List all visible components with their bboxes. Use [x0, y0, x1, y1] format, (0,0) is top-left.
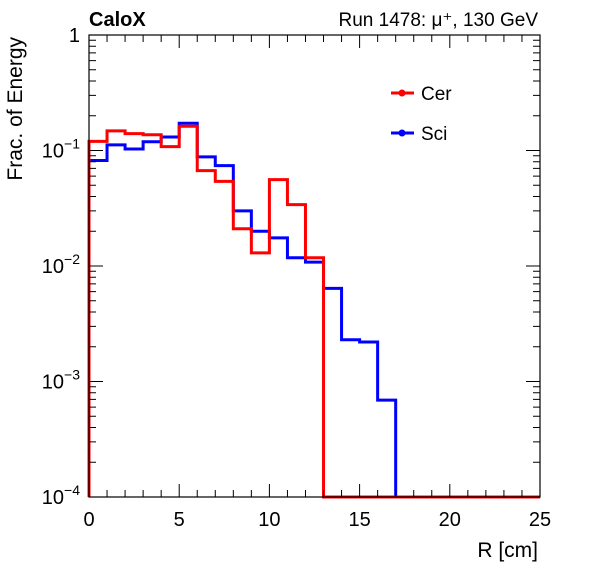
axis-tick-labels: 0 5 10 15 20 25 10−4 10−3 10−2 10−1 1 [42, 25, 551, 531]
y-tick-label-4: 1 [69, 25, 80, 47]
y-tick-label-0: 10−4 [42, 482, 80, 509]
series-sci-line [87, 121, 540, 499]
y-tick-label-2: 10−2 [42, 251, 80, 278]
x-tick-label-3: 15 [348, 509, 370, 531]
legend: Cer Sci [391, 84, 452, 145]
legend-sci-label: Sci [421, 124, 447, 145]
legend-sci-marker [398, 129, 406, 137]
x-axis-label: R [cm] [477, 539, 538, 562]
series-cer-line [87, 124, 540, 499]
y-tick-label-3: 10−1 [42, 136, 80, 163]
x-tick-label-5: 25 [529, 509, 551, 531]
chart-title-left: CaloX [89, 9, 146, 31]
tick-marks [88, 35, 541, 498]
x-tick-label-1: 5 [174, 509, 185, 531]
plot-frame [88, 34, 541, 498]
series-layer [87, 121, 540, 499]
x-tick-label-0: 0 [83, 509, 94, 531]
x-tick-label-2: 10 [258, 509, 280, 531]
y-axis-label: Frac. of Energy [4, 37, 27, 181]
chart-title-right: Run 1478: μ⁺, 130 GeV [339, 10, 539, 31]
legend-cer-marker [398, 89, 406, 97]
x-tick-label-4: 20 [439, 509, 461, 531]
legend-cer-label: Cer [421, 84, 452, 105]
axis-ticks [88, 35, 541, 498]
y-tick-label-1: 10−3 [42, 367, 80, 394]
